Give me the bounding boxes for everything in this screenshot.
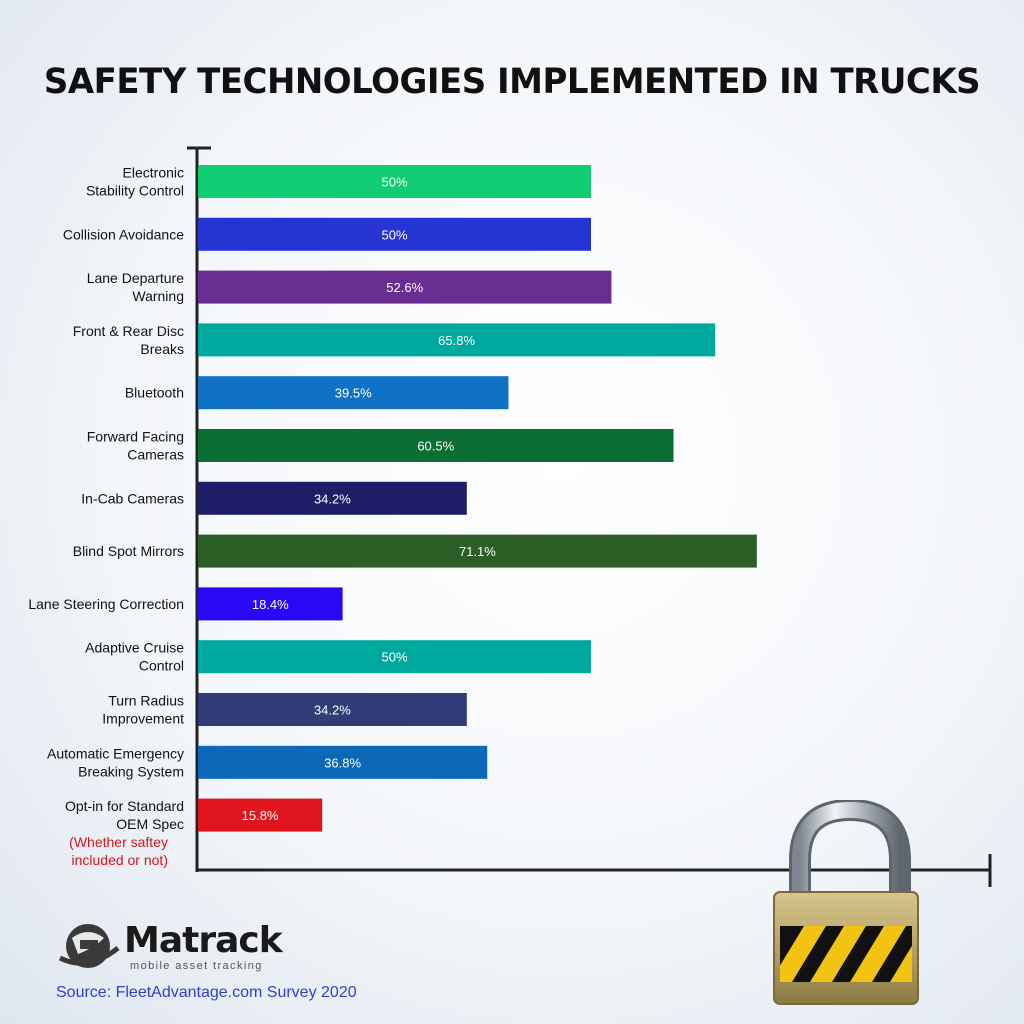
category-note: (Whether saftey bbox=[69, 834, 168, 850]
category-label: Stability Control bbox=[86, 183, 184, 199]
value-label: 15.8% bbox=[242, 808, 279, 823]
value-label: 18.4% bbox=[252, 597, 289, 612]
bar bbox=[198, 376, 509, 410]
category-label: Adaptive Cruise bbox=[85, 640, 184, 656]
source-note: Source: FleetAdvantage.com Survey 2020 bbox=[56, 984, 357, 1001]
value-label: 36.8% bbox=[324, 755, 361, 770]
bar bbox=[198, 481, 467, 515]
category-note: included or not) bbox=[71, 852, 168, 868]
bar bbox=[198, 693, 467, 726]
category-label: Breaking System bbox=[78, 763, 184, 779]
bar bbox=[198, 798, 323, 832]
bar bbox=[198, 534, 757, 568]
value-label: 50% bbox=[381, 227, 407, 242]
value-label: 60.5% bbox=[417, 439, 454, 454]
value-label: 39.5% bbox=[335, 386, 372, 401]
brand-name: Matrack bbox=[124, 920, 283, 961]
category-label: Lane Steering Correction bbox=[28, 596, 184, 612]
bar bbox=[198, 587, 343, 621]
bar-chart: 50% Electronic Stability Control 50% Collisi… bbox=[28, 146, 992, 887]
bar bbox=[198, 323, 716, 357]
bar bbox=[198, 217, 591, 251]
bar bbox=[198, 745, 488, 779]
category-label: Collision Avoidance bbox=[63, 226, 184, 242]
category-label: Warning bbox=[132, 288, 184, 304]
category-label: Lane Departure bbox=[87, 270, 185, 286]
value-label: 52.6% bbox=[386, 280, 423, 295]
category-label: Improvement bbox=[102, 711, 184, 727]
category-label: In-Cab Cameras bbox=[81, 490, 184, 506]
category-label: Automatic Emergency bbox=[47, 745, 184, 761]
padlock-icon bbox=[773, 800, 919, 1005]
value-label: 34.2% bbox=[314, 491, 351, 506]
chart-title: SAFETY TECHNOLOGIES IMPLEMENTED IN TRUCK… bbox=[43, 62, 981, 102]
value-label: 34.2% bbox=[314, 703, 351, 718]
value-label: 50% bbox=[381, 650, 407, 665]
category-label: Electronic bbox=[123, 165, 184, 181]
category-label: Forward Facing bbox=[87, 429, 184, 445]
category-label: Cameras bbox=[127, 447, 184, 463]
value-label: 71.1% bbox=[459, 544, 496, 559]
value-label: 65.8% bbox=[438, 333, 475, 348]
category-label: Opt-in for Standard bbox=[65, 798, 184, 814]
category-label: Control bbox=[139, 658, 184, 674]
bar bbox=[198, 429, 674, 462]
category-label: Blind Spot Mirrors bbox=[73, 543, 184, 559]
bar bbox=[198, 640, 591, 674]
category-label: Front & Rear Disc bbox=[73, 323, 184, 339]
category-label: OEM Spec bbox=[116, 816, 184, 832]
value-label: 50% bbox=[381, 175, 407, 190]
bar bbox=[198, 165, 591, 198]
category-label: Turn Radius bbox=[108, 693, 184, 709]
category-label: Breaks bbox=[140, 341, 184, 357]
brand-tagline: mobile asset tracking bbox=[130, 960, 263, 972]
globe-truck-icon bbox=[58, 924, 120, 968]
matrack-logo: Matrack mobile asset tracking bbox=[58, 918, 283, 974]
bar bbox=[198, 270, 612, 304]
category-label: Bluetooth bbox=[125, 385, 184, 401]
